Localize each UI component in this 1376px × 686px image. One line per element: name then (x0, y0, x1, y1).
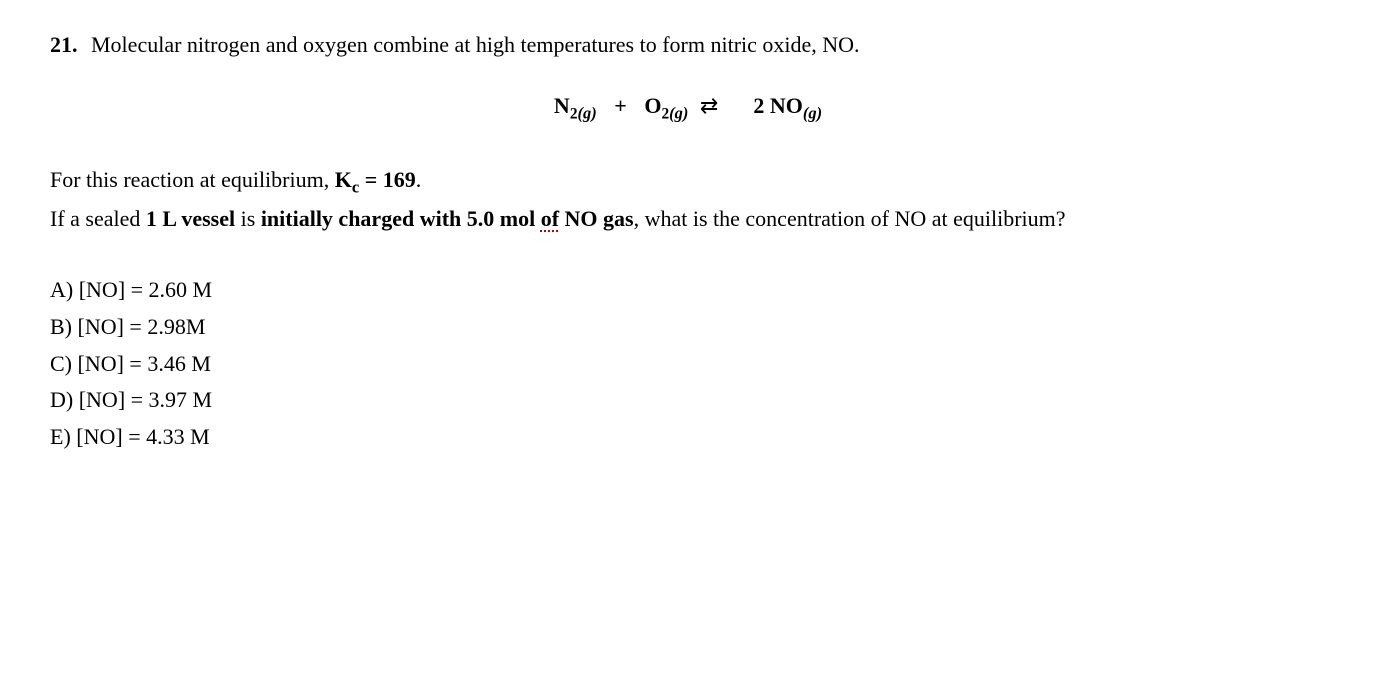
charge-part3: , what is the concentration of NO at equ… (634, 206, 1066, 231)
kc-suffix: . (416, 167, 422, 192)
reactant1-base: N (554, 93, 570, 118)
reactant1-state: (g) (578, 103, 597, 122)
charge-bold1: 1 L vessel (146, 206, 235, 231)
charge-bold-of: of (541, 206, 559, 231)
choices-list: A) [NO] = 2.60 M B) [NO] = 2.98M C) [NO]… (50, 275, 1326, 453)
plus-sign: + (614, 91, 627, 122)
kc-label: K (335, 167, 352, 192)
reactant2-state: (g) (669, 103, 688, 122)
choice-a: A) [NO] = 2.60 M (50, 275, 1326, 306)
product-state: (g) (803, 103, 822, 122)
charge-bold3: NO gas (559, 206, 634, 231)
question-number: 21. (50, 32, 78, 57)
choice-d: D) [NO] = 3.97 M (50, 385, 1326, 416)
product-coeff: 2 NO (753, 93, 803, 118)
equation: N2(g) + O2(g) ⇄ 2 NO(g) (50, 91, 1326, 125)
equilibrium-arrow-icon: ⇄ (700, 91, 718, 122)
reactant2-sub: 2 (661, 105, 669, 122)
charge-part1: If a sealed (50, 206, 146, 231)
charge-line: If a sealed 1 L vessel is initially char… (50, 204, 1326, 235)
choice-b: B) [NO] = 2.98M (50, 312, 1326, 343)
question-header: 21. Molecular nitrogen and oxygen combin… (50, 30, 1326, 61)
charge-part2: is (235, 206, 261, 231)
charge-bold2: initially charged with 5.0 mol (261, 206, 541, 231)
kc-line: For this reaction at equilibrium, Kc = 1… (50, 165, 1326, 198)
kc-value: = 169 (359, 167, 416, 192)
kc-prefix: For this reaction at equilibrium, (50, 167, 335, 192)
reactant1-sub: 2 (570, 105, 578, 122)
choice-c: C) [NO] = 3.46 M (50, 349, 1326, 380)
question-intro: Molecular nitrogen and oxygen combine at… (91, 32, 860, 57)
reactant2-base: O (644, 93, 661, 118)
choice-e: E) [NO] = 4.33 M (50, 422, 1326, 453)
